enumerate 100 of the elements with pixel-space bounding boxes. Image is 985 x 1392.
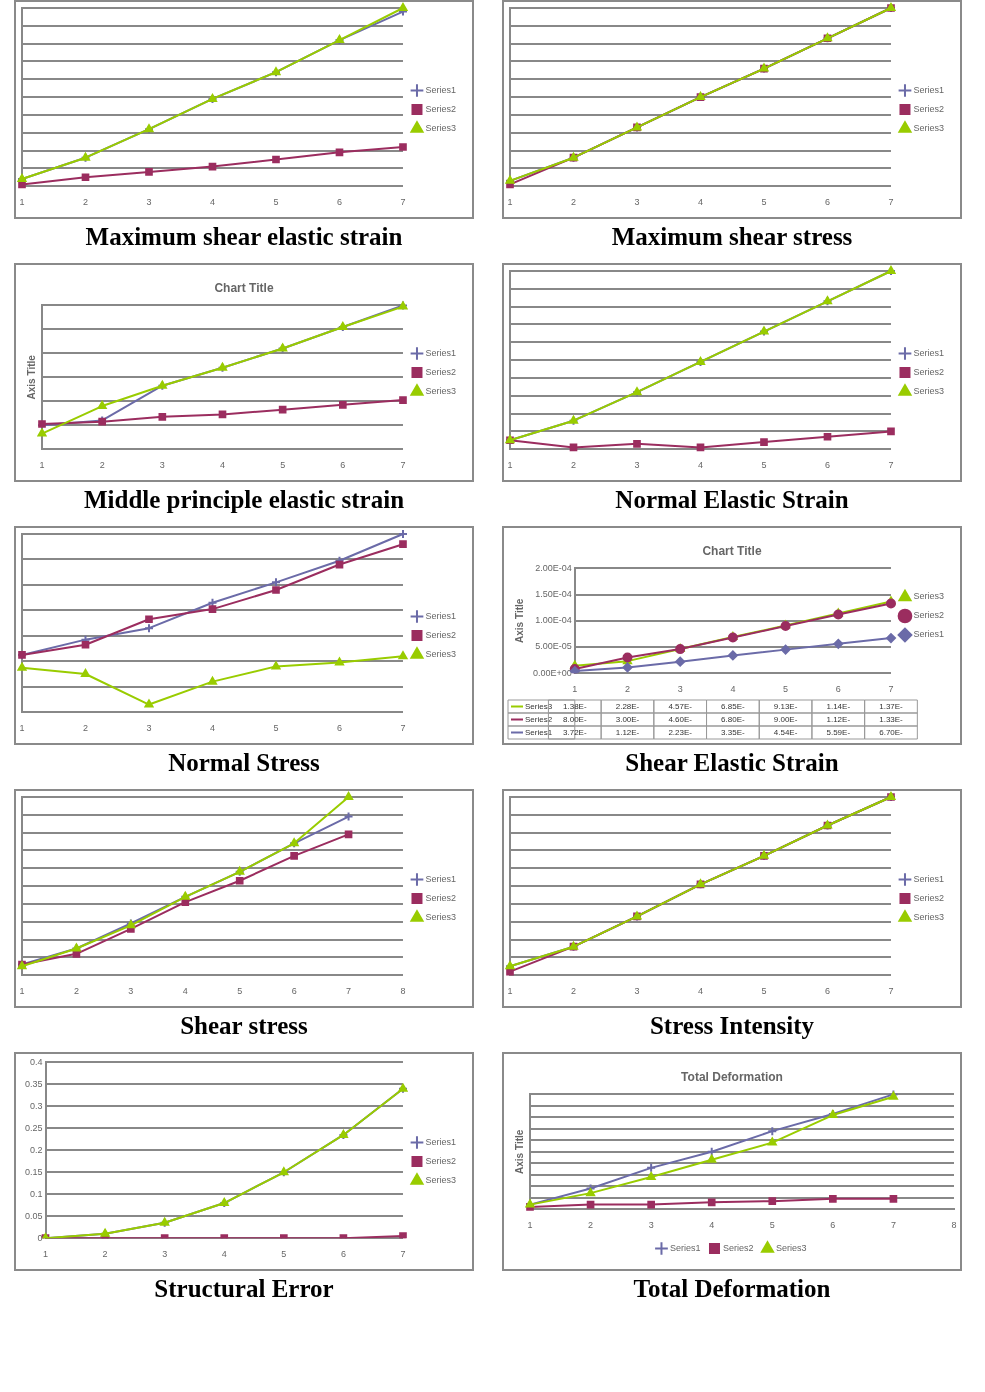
y-axis-title: Axis Title [25, 354, 37, 400]
x-tick-label: 1 [507, 986, 513, 997]
chart-subtitle: Chart Title [214, 280, 274, 295]
x-tick-label: 4 [209, 197, 215, 208]
text: 1.12E- [826, 714, 851, 724]
text: Series3 [525, 701, 553, 711]
y-tick-label: 0.25 [24, 1122, 43, 1133]
legend-label: Series1 [425, 873, 456, 884]
text: 6.80E- [721, 714, 745, 724]
x-tick-label: 5 [783, 684, 789, 695]
x-tick-label: 7 [890, 1220, 896, 1231]
text: Maximum shear elastic strain [85, 223, 403, 251]
legend-label: Series3 [776, 1242, 807, 1253]
x-tick-label: 7 [400, 197, 406, 208]
y-tick-label: 0 [37, 1232, 43, 1243]
x-tick-label: 7 [888, 197, 894, 208]
x-tick-label: 5 [761, 197, 767, 208]
legend-label: Series1 [913, 84, 944, 95]
x-tick-label: 3 [648, 1220, 654, 1231]
x-tick-label: 2 [624, 684, 630, 695]
text: 1.14E- [826, 701, 851, 711]
x-tick-label: 1 [43, 1249, 49, 1260]
x-tick-label: 3 [159, 460, 165, 471]
x-tick-label: 4 [209, 723, 215, 734]
text: 6.85E- [721, 701, 745, 711]
x-tick-label: 6 [336, 197, 342, 208]
legend-label: Series3 [425, 122, 456, 133]
text: Total Deformation [633, 1275, 831, 1303]
y-tick-label: 2.00E-04 [535, 562, 572, 573]
x-tick-label: 3 [146, 723, 152, 734]
legend-label: Series3 [425, 385, 456, 396]
x-tick-label: 5 [769, 1220, 775, 1231]
y-tick-label: 0.1 [30, 1188, 43, 1199]
x-tick-label: 5 [281, 1249, 287, 1260]
x-tick-label: 2 [570, 197, 577, 208]
x-tick-label: 2 [588, 1220, 594, 1231]
text: Normal Stress [168, 749, 320, 777]
x-tick-label: 4 [730, 684, 736, 695]
x-tick-label: 7 [888, 460, 894, 471]
legend-label: Series3 [913, 911, 944, 922]
text: Shear Elastic Strain [625, 749, 839, 777]
text: 8.00E- [563, 714, 587, 724]
x-tick-label: 4 [709, 1220, 715, 1231]
text: Series2 [525, 714, 553, 724]
x-tick-label: 1 [19, 723, 25, 734]
text: 3.00E- [615, 714, 640, 724]
legend-label: Series2 [425, 366, 456, 377]
x-tick-label: 2 [82, 197, 89, 208]
text: Stress Intensity [649, 1012, 815, 1040]
legend-label: Series1 [913, 629, 944, 640]
legend-label: Series3 [913, 385, 944, 396]
x-tick-label: 5 [273, 723, 279, 734]
x-tick-label: 6 [824, 460, 830, 471]
x-tick-label: 1 [507, 460, 513, 471]
text: 1.37E- [879, 701, 904, 711]
legend-label: Series1 [913, 347, 944, 358]
x-tick-label: 5 [273, 197, 279, 208]
x-tick-label: 4 [697, 986, 703, 997]
y-tick-label: 1.00E-04 [535, 615, 572, 626]
x-tick-label: 3 [162, 1249, 168, 1260]
x-tick-label: 5 [237, 986, 243, 997]
x-tick-label: 8 [400, 986, 406, 997]
y-axis-title: Axis Title [513, 1129, 525, 1174]
legend-label: Series1 [425, 84, 456, 95]
x-tick-label: 2 [99, 460, 105, 471]
text: Normal Elastic Strain [615, 486, 849, 514]
legend-label: Series3 [913, 122, 944, 133]
text: Middle principle elastic strain [83, 486, 405, 514]
legend-label: Series1 [913, 873, 944, 884]
y-tick-label: 0.15 [24, 1166, 43, 1177]
x-tick-label: 3 [634, 460, 640, 471]
text: Shear stress [180, 1012, 308, 1040]
x-tick-label: 2 [570, 986, 577, 997]
x-tick-label: 4 [697, 460, 703, 471]
x-tick-label: 6 [830, 1220, 836, 1231]
legend-label: Series2 [913, 103, 944, 114]
x-tick-label: 6 [340, 460, 346, 471]
legend-label: Series2 [425, 1155, 456, 1166]
x-tick-label: 4 [219, 460, 225, 471]
legend-label: Series2 [425, 892, 456, 903]
legend-label: Series2 [425, 103, 456, 114]
x-tick-label: 5 [761, 460, 767, 471]
x-tick-label: 2 [102, 1249, 108, 1260]
legend-label: Series1 [669, 1242, 701, 1253]
x-tick-label: 6 [835, 684, 841, 695]
x-tick-label: 7 [400, 460, 406, 471]
x-tick-label: 2 [82, 723, 89, 734]
x-tick-label: 1 [19, 986, 25, 997]
text: 1.12E- [615, 727, 640, 737]
legend-label: Series1 [425, 347, 456, 358]
x-tick-label: 1 [19, 197, 25, 208]
x-tick-label: 1 [527, 1220, 533, 1231]
x-tick-label: 1 [572, 684, 578, 695]
x-tick-label: 7 [888, 684, 894, 695]
text: 4.60E- [668, 714, 693, 724]
x-tick-label: 3 [634, 986, 640, 997]
text: Series1 [525, 727, 553, 737]
x-tick-label: 6 [336, 723, 342, 734]
text: 1.38E- [563, 701, 587, 711]
text: 1.33E- [879, 714, 904, 724]
